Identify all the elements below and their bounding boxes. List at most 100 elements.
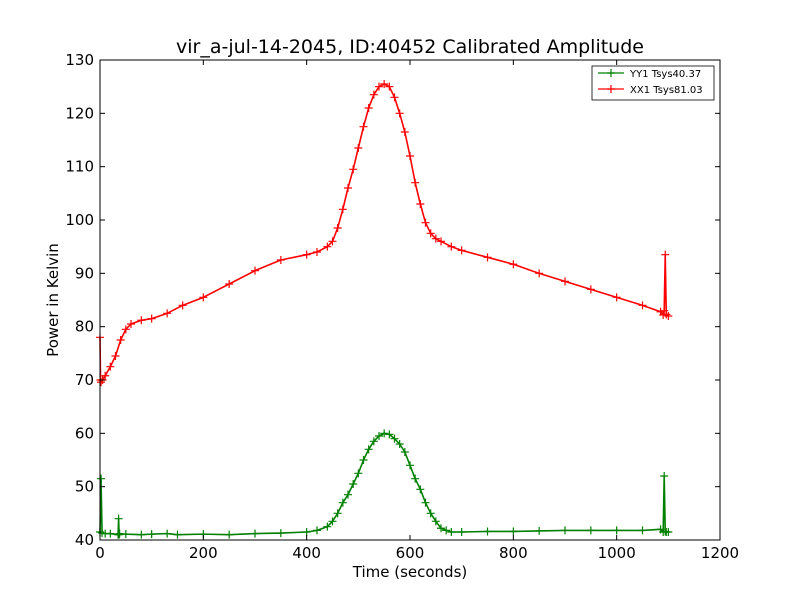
x-axis-title: Time (seconds) xyxy=(352,563,468,581)
x-tick-label: 1200 xyxy=(701,544,739,562)
series-1-point xyxy=(375,82,383,91)
legend-marker-yy1 xyxy=(607,69,615,77)
y-tick-label: 90 xyxy=(75,264,94,282)
series-1-point xyxy=(199,293,208,302)
series-1-point xyxy=(380,80,389,88)
series-0-point xyxy=(483,527,492,536)
x-tick-label: 600 xyxy=(396,544,425,562)
legend-label-xx1: XX1 Tsys81.03 xyxy=(630,85,703,96)
series-1-point xyxy=(147,314,156,323)
series-0-point xyxy=(328,517,337,526)
series-1-point xyxy=(163,309,172,318)
series-1-point xyxy=(349,165,358,174)
y-tick-label: 110 xyxy=(65,158,94,176)
series-1-point xyxy=(406,152,414,160)
x-tick-label: 0 xyxy=(95,544,105,562)
series-0-point xyxy=(437,524,445,533)
series-0-point xyxy=(380,429,389,438)
series-1-point xyxy=(121,325,130,334)
series-1-point xyxy=(411,178,420,187)
series-0-point xyxy=(426,509,435,518)
series-0-point xyxy=(106,529,115,538)
series-1-point xyxy=(359,122,368,131)
x-tick-label: 400 xyxy=(292,544,321,562)
legend-marker-xx1 xyxy=(607,85,615,93)
series-0-point xyxy=(442,526,451,535)
series-1-point xyxy=(178,301,187,310)
series-0-point xyxy=(421,498,430,507)
series-1-point xyxy=(431,234,440,243)
series-1-point xyxy=(225,280,234,288)
series-0-point xyxy=(395,440,404,448)
series-0-point xyxy=(344,490,352,499)
series-0-point xyxy=(638,526,647,535)
series-0-point xyxy=(137,530,146,539)
chart-title: vir_a-jul-14-2045, ID:40452 Calibrated A… xyxy=(176,36,644,58)
series-0-point xyxy=(276,529,285,538)
series-0-point xyxy=(147,530,156,539)
series-1-point xyxy=(251,266,259,275)
series-0-point xyxy=(369,437,378,446)
series-1-point xyxy=(638,301,647,310)
series-0-point xyxy=(411,474,420,483)
y-tick-label: 60 xyxy=(75,424,94,442)
series-0-point xyxy=(375,432,383,440)
series-1-point xyxy=(664,312,673,320)
y-tick-label: 80 xyxy=(75,318,94,336)
series-0-point xyxy=(349,480,358,488)
series-0-point xyxy=(509,527,518,536)
series-1-point xyxy=(437,237,445,246)
series-1-point xyxy=(457,246,466,255)
series-1-point xyxy=(276,256,285,264)
series-layer xyxy=(96,80,673,539)
series-1-point xyxy=(535,269,544,278)
series-0 xyxy=(96,429,673,539)
series-1-point xyxy=(364,104,373,112)
legend-label-yy1: YY1 Tsys40.37 xyxy=(629,69,701,80)
series-0-point xyxy=(364,445,373,454)
series-0-point xyxy=(385,430,394,439)
series-0-point xyxy=(163,529,172,538)
series-1-point xyxy=(111,352,120,360)
series-0-point xyxy=(390,434,399,443)
x-tick-label: 800 xyxy=(499,544,528,562)
series-1-point xyxy=(483,253,492,262)
series-0-point xyxy=(114,514,123,523)
series-0-point xyxy=(121,530,130,539)
series-0-point xyxy=(359,456,368,464)
y-tick-label: 70 xyxy=(75,371,94,389)
series-0-point xyxy=(338,498,347,507)
series-0-point xyxy=(251,529,259,538)
series-0-point xyxy=(97,474,106,483)
series-1-point xyxy=(426,229,435,238)
series-1-point xyxy=(137,316,146,325)
series-1-point xyxy=(662,310,671,319)
series-1-point xyxy=(328,237,337,246)
series-1-point xyxy=(338,205,347,214)
series-0-point xyxy=(535,526,544,535)
series-1-point xyxy=(509,260,518,269)
series-1-point xyxy=(354,144,363,152)
series-0-point xyxy=(333,509,342,518)
tick-layer: 0 200 400 600 800 1000 1200 40 50 60 70 80 90 100 110 1… xyxy=(65,51,739,562)
series-1-point xyxy=(127,320,135,328)
series-0-point xyxy=(354,469,363,478)
series-0-point xyxy=(173,530,182,539)
series-1-point xyxy=(323,242,332,251)
series-0-point xyxy=(416,485,425,494)
series-1-point xyxy=(302,250,311,259)
series-1-point xyxy=(313,248,321,256)
y-tick-label: 130 xyxy=(65,51,94,69)
series-0-point xyxy=(447,528,456,536)
y-tick-label: 100 xyxy=(65,211,94,229)
x-tick-label: 200 xyxy=(189,544,218,562)
series-1-line xyxy=(99,83,669,383)
y-tick-label: 120 xyxy=(65,104,94,122)
y-tick-label: 40 xyxy=(75,531,94,549)
series-1-point xyxy=(421,218,430,227)
series-0-point xyxy=(400,448,409,456)
series-0-point xyxy=(406,461,414,470)
y-axis-title: Power in Kelvin xyxy=(44,243,62,357)
series-1-point xyxy=(400,128,409,136)
